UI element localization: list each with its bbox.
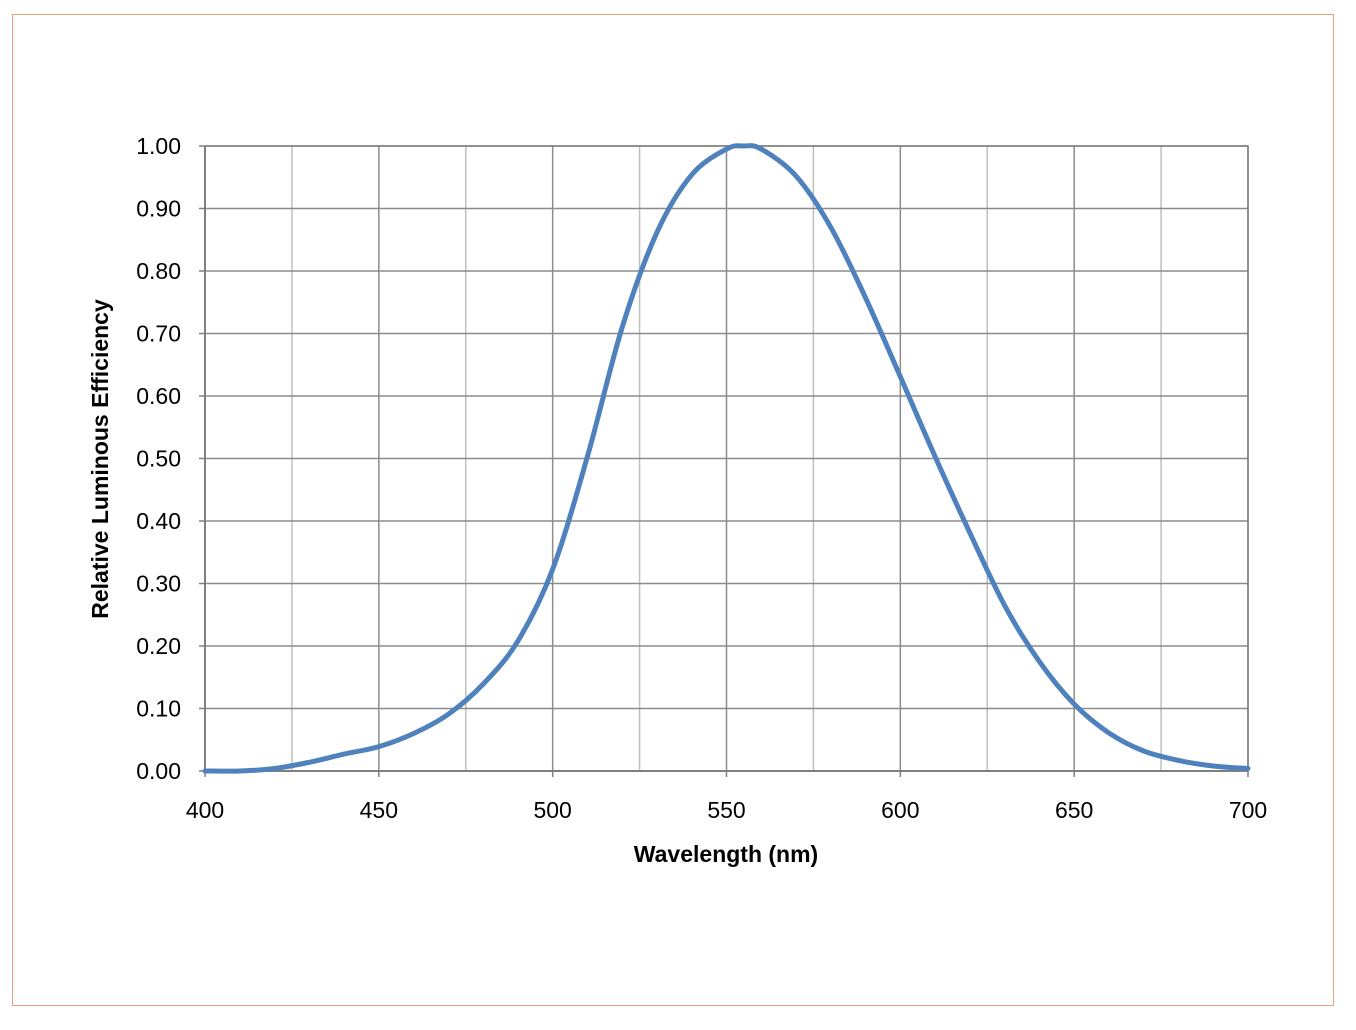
x-tick-label: 400 bbox=[186, 797, 224, 823]
grid bbox=[204, 145, 1249, 772]
y-tick-label: 0.20 bbox=[136, 633, 181, 659]
y-tick-label: 0.50 bbox=[136, 446, 181, 472]
x-tick-label: 550 bbox=[707, 797, 745, 823]
y-tick-label: 0.60 bbox=[136, 383, 181, 409]
x-tick-label: 600 bbox=[881, 797, 919, 823]
y-tick-label: 0.40 bbox=[136, 508, 181, 534]
x-tick-label: 450 bbox=[360, 797, 398, 823]
x-tick-label: 700 bbox=[1229, 797, 1267, 823]
y-tick-label: 0.00 bbox=[136, 758, 181, 784]
y-tick-label: 0.30 bbox=[136, 571, 181, 597]
y-tick-label: 0.70 bbox=[136, 321, 181, 347]
x-tick-label: 500 bbox=[533, 797, 571, 823]
y-axis-title: Relative Luminous Efficiency bbox=[87, 299, 113, 619]
y-tick-label: 0.10 bbox=[136, 696, 181, 722]
y-tick-label: 0.80 bbox=[136, 258, 181, 284]
x-tick-labels: 400 450 500 550 600 650 700 bbox=[186, 797, 1267, 823]
y-tick-label: 0.90 bbox=[136, 196, 181, 222]
x-tick-label: 650 bbox=[1055, 797, 1093, 823]
y-tick-label: 1.00 bbox=[136, 133, 181, 159]
efficiency-curve-line bbox=[202, 143, 1251, 774]
plot-area-border bbox=[199, 145, 1249, 777]
chart-frame bbox=[12, 14, 1334, 1006]
x-axis-title: Wavelength (nm) bbox=[634, 841, 818, 867]
series-layer bbox=[202, 143, 1251, 774]
y-tick-labels: 0.00 0.10 0.20 0.30 0.40 0.50 0.60 0.70 0.80 0.90… bbox=[136, 133, 181, 784]
